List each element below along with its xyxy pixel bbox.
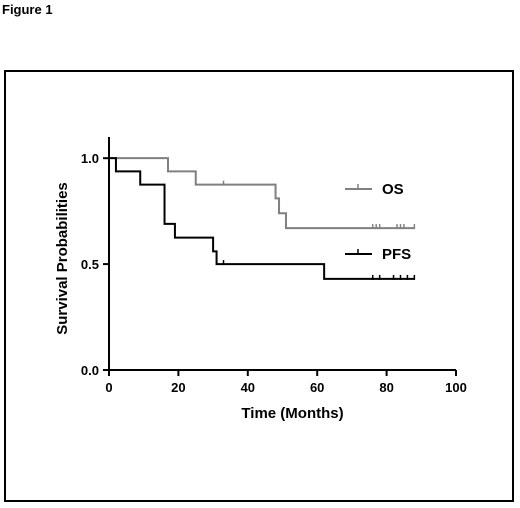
series-line-pfs xyxy=(109,157,415,280)
y-tick-label: 1.0 xyxy=(81,151,99,166)
x-tick-label: 20 xyxy=(171,380,185,395)
y-tick-label: 0.0 xyxy=(81,363,99,378)
legend-label-pfs: PFS xyxy=(382,246,411,263)
x-tick-label: 80 xyxy=(379,380,393,395)
figure-label: Figure 1 xyxy=(2,2,53,17)
y-tick-label: 0.5 xyxy=(81,257,99,272)
figure-frame xyxy=(4,70,514,502)
legend-group: OS PFS xyxy=(345,181,411,263)
x-tick-label: 0 xyxy=(105,380,112,395)
series-group xyxy=(109,157,416,280)
axes-group: 0 20 40 60 80 100 0.0 0.5 1.0 Time (Months) Surviv… xyxy=(54,137,467,422)
legend-label-os: OS xyxy=(382,181,404,198)
x-axis-title: Time (Months) xyxy=(241,405,343,422)
series-line-os xyxy=(109,157,415,230)
x-tick-label: 100 xyxy=(445,380,467,395)
x-tick-label: 40 xyxy=(241,380,255,395)
x-tick-label: 60 xyxy=(310,380,324,395)
y-axis-title: Survival Probabilities xyxy=(54,182,71,335)
